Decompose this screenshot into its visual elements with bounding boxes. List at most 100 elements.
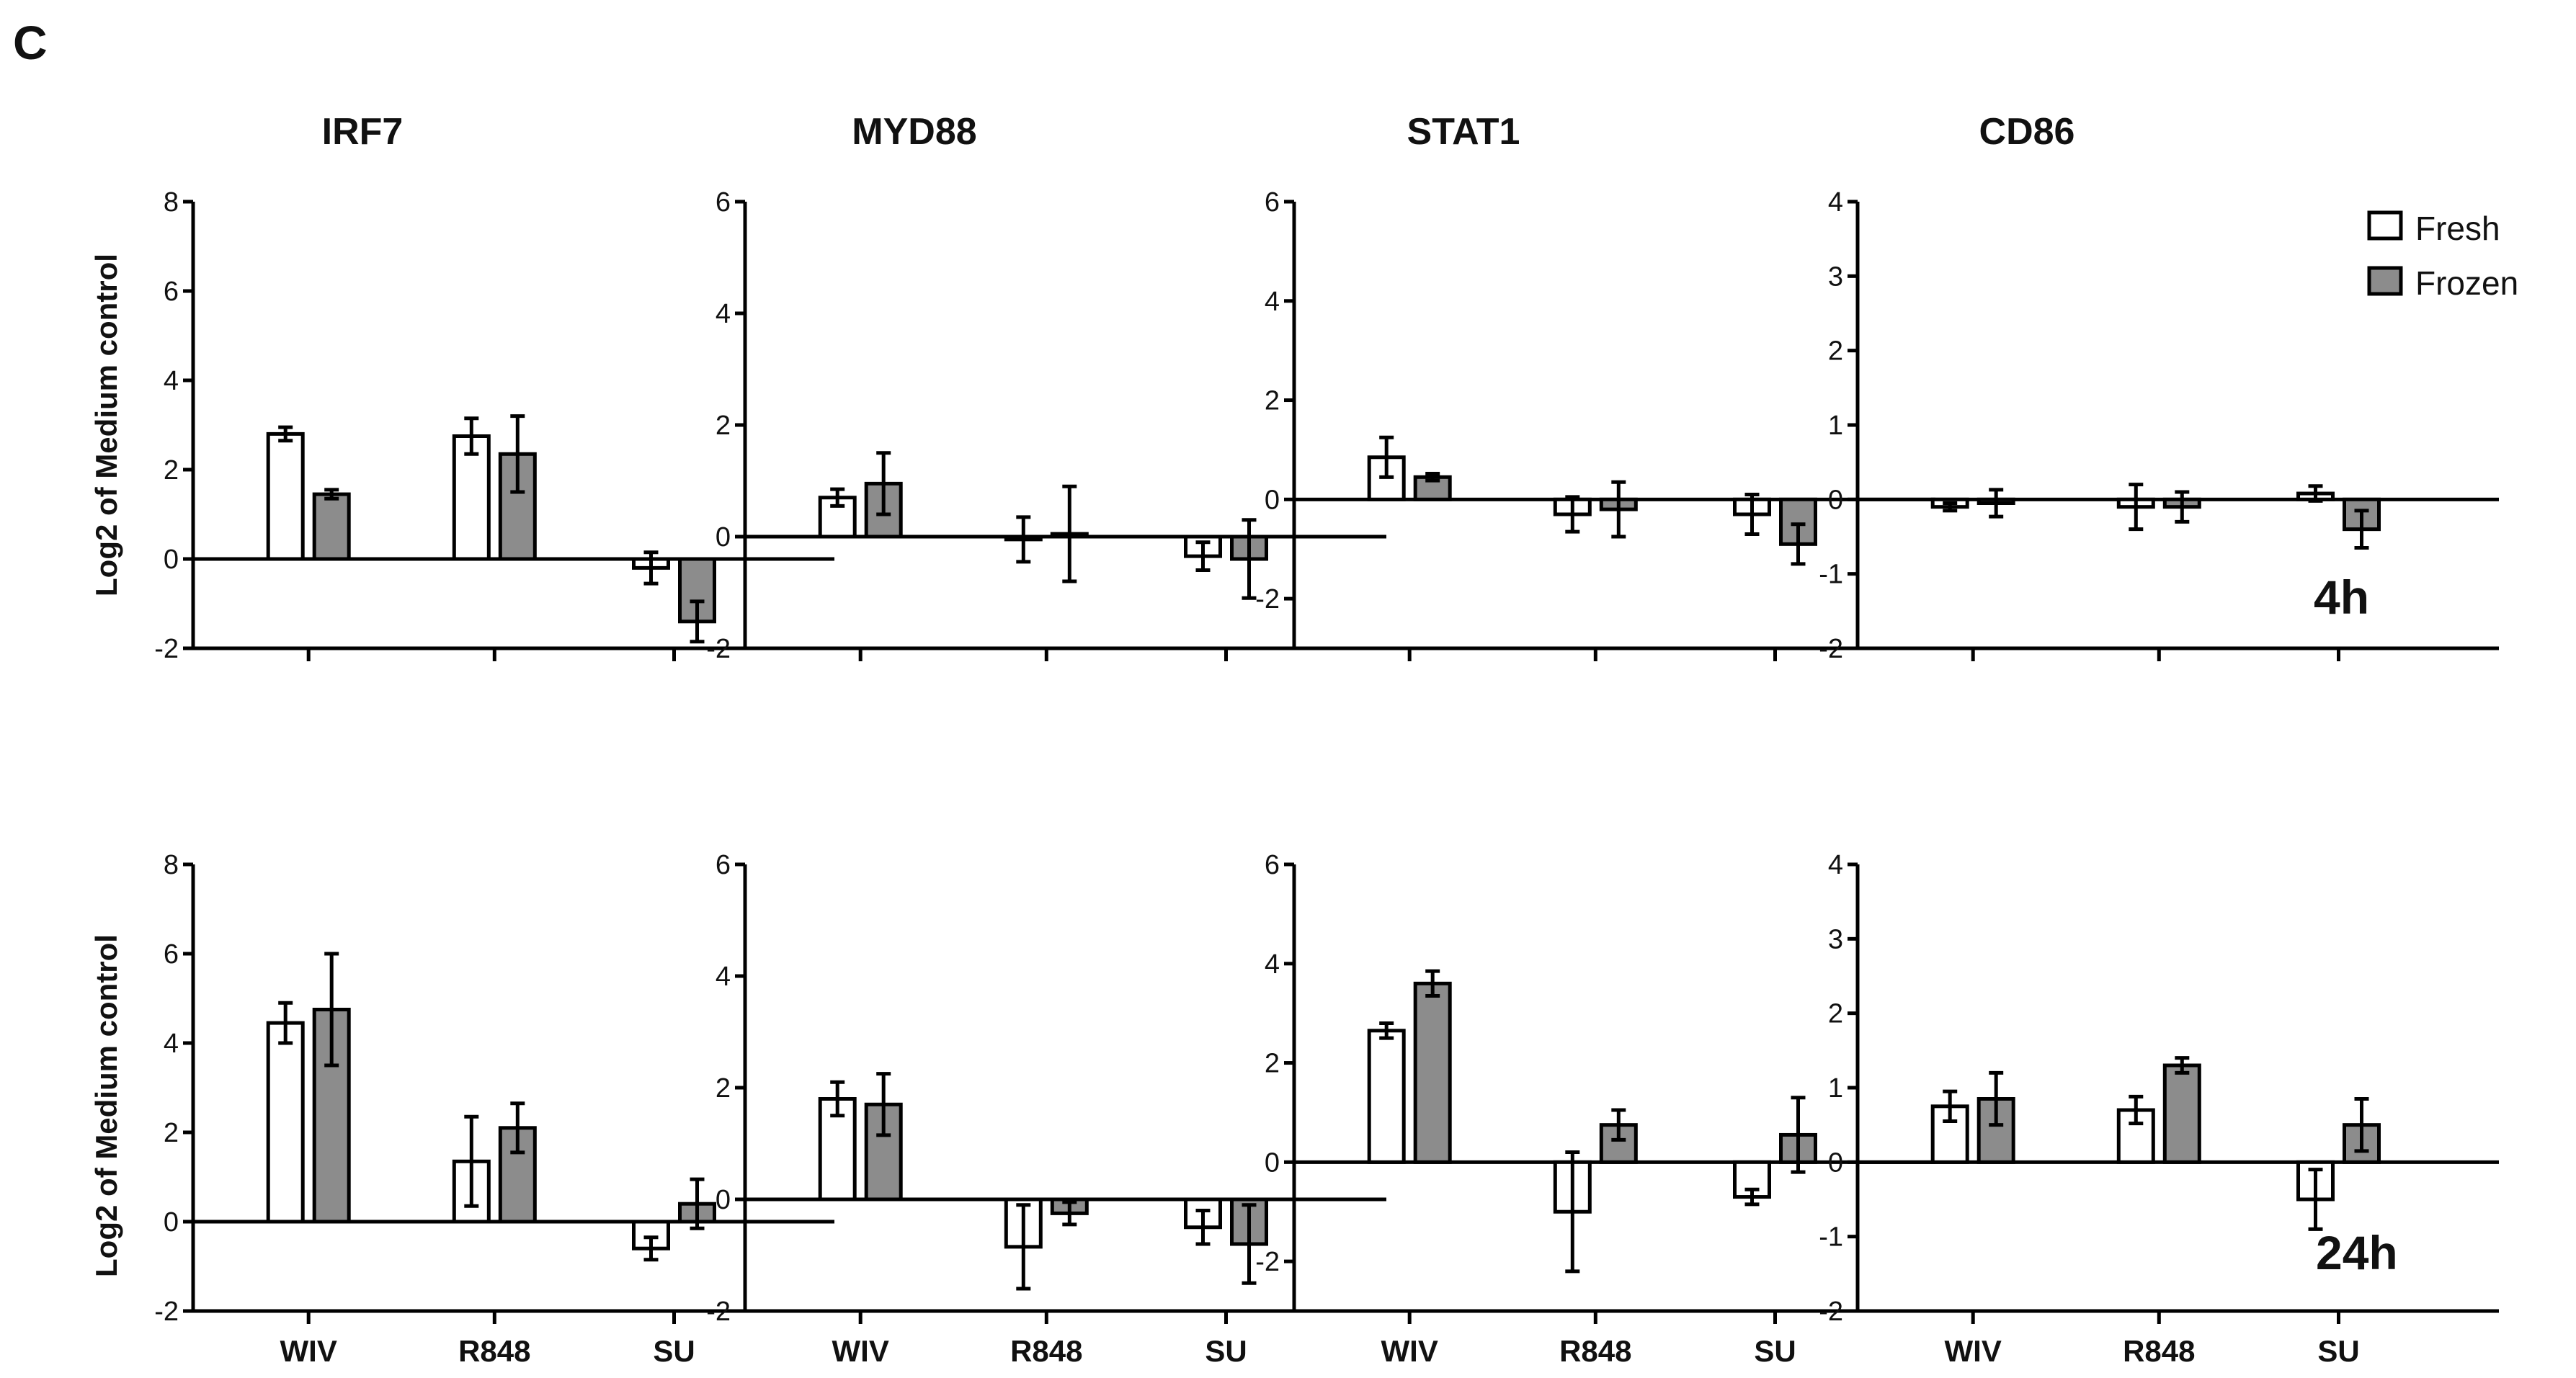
error-bar-fresh-wiv bbox=[278, 425, 293, 443]
y-tick-label: -2 bbox=[1819, 634, 1843, 664]
chart-irf7-4h: IRF7 -2 0 2 4 6 8 bbox=[154, 111, 834, 664]
chart-stat1-24h: -2 0 2 4 6 WIV R848 SU bbox=[1255, 850, 1935, 1368]
error-bar-fresh-wiv bbox=[830, 487, 845, 508]
y-axis-label-top: Log2 of Medium control bbox=[89, 254, 123, 596]
chart-title: MYD88 bbox=[852, 111, 976, 153]
error-bar-frozen-wiv bbox=[1425, 472, 1440, 483]
error-bar-fresh-wiv bbox=[1943, 1089, 1958, 1123]
y-tick-label: 6 bbox=[716, 187, 731, 218]
error-bar-frozen-r848 bbox=[2175, 490, 2190, 524]
y-tick-label: 2 bbox=[1265, 386, 1280, 416]
error-bar-frozen-wiv bbox=[876, 451, 891, 516]
error-bar-frozen-wiv bbox=[1989, 1070, 2004, 1127]
y-tick-label: -2 bbox=[706, 1297, 731, 1327]
chart-irf7-24h: -2 0 2 4 6 8 WIV R848 SU bbox=[154, 850, 834, 1368]
y-tick-label: 4 bbox=[164, 1029, 179, 1059]
legend-frozen-label: Frozen bbox=[2415, 264, 2518, 302]
x-tick-label-wiv: WIV bbox=[1381, 1334, 1438, 1368]
y-tick-label: 0 bbox=[164, 1207, 179, 1238]
y-tick-label: 1 bbox=[1828, 411, 1843, 441]
y-tick-label: 0 bbox=[716, 522, 731, 552]
y-tick-label: 2 bbox=[164, 1118, 179, 1148]
bar-fresh-wiv bbox=[266, 1021, 305, 1224]
y-tick-label: 4 bbox=[1828, 850, 1843, 880]
y-tick-label: 0 bbox=[716, 1185, 731, 1215]
y-tick-label: 0 bbox=[1265, 1147, 1280, 1178]
error-bar-frozen-su bbox=[1791, 1096, 1806, 1174]
error-bar-frozen-wiv bbox=[1989, 488, 2004, 519]
y-tick-label: 3 bbox=[1828, 924, 1843, 954]
y-tick-label: 4 bbox=[1265, 949, 1280, 980]
error-bar-frozen-wiv bbox=[324, 488, 339, 501]
error-bar-fresh-r848 bbox=[464, 416, 479, 456]
x-tick-label-r848: R848 bbox=[2123, 1334, 2195, 1368]
y-axis-label-bottom: Log2 of Medium control bbox=[89, 934, 123, 1277]
error-bar-fresh-r848 bbox=[1016, 515, 1031, 564]
chart-myd88-4h: MYD88 -2 0 2 4 6 bbox=[706, 111, 1386, 664]
bar-frozen-r848 bbox=[2162, 1063, 2201, 1164]
legend-fresh-swatch bbox=[2367, 210, 2403, 241]
y-tick-label: 2 bbox=[164, 455, 179, 486]
bar-fresh-wiv bbox=[266, 431, 305, 561]
error-bar-fresh-r848 bbox=[1565, 495, 1580, 534]
x-tick-label-su: SU bbox=[1754, 1334, 1796, 1368]
chart-myd88-24h: -2 0 2 4 6 WIV R848 SU bbox=[706, 850, 1386, 1368]
row-label-4h: 4h bbox=[2314, 571, 2369, 624]
error-bar-fresh-su bbox=[1744, 492, 1760, 537]
bar-fresh-wiv bbox=[1367, 1029, 1406, 1164]
error-bar-frozen-r848 bbox=[1611, 480, 1626, 539]
error-bar-frozen-r848 bbox=[1062, 484, 1077, 583]
y-tick-label: 2 bbox=[1265, 1049, 1280, 1079]
error-bar-fresh-su bbox=[643, 1235, 659, 1262]
y-tick-label: 6 bbox=[164, 277, 179, 307]
chart-stat1-4h: STAT1 -2 0 2 4 6 bbox=[1255, 111, 1935, 661]
y-tick-label: 8 bbox=[164, 850, 179, 880]
y-tick-label: -1 bbox=[1819, 1222, 1843, 1253]
error-bar-frozen-wiv bbox=[1425, 969, 1440, 998]
x-tick-label-wiv: WIV bbox=[832, 1334, 889, 1368]
error-bar-fresh-wiv bbox=[1943, 501, 1958, 513]
y-tick-label: 8 bbox=[164, 187, 179, 218]
y-tick-label: 4 bbox=[716, 299, 731, 329]
y-tick-label: 3 bbox=[1828, 261, 1843, 292]
error-bar-fresh-su bbox=[2308, 1168, 2323, 1231]
x-tick-label-su: SU bbox=[2317, 1334, 2359, 1368]
error-bar-fresh-su bbox=[1744, 1187, 1760, 1207]
y-tick-label: -2 bbox=[154, 634, 179, 664]
error-bar-frozen-r848 bbox=[1062, 1200, 1077, 1227]
chart-title: CD86 bbox=[1979, 111, 2075, 153]
error-bar-frozen-su bbox=[690, 599, 705, 644]
error-bar-fresh-r848 bbox=[464, 1114, 479, 1208]
x-tick-label-wiv: WIV bbox=[1945, 1334, 2002, 1368]
chart-cd86-4h: CD86 -2 -1 0 1 2 3 4 bbox=[1819, 111, 2499, 664]
error-bar-fresh-wiv bbox=[1379, 435, 1394, 479]
legend: Fresh Frozen bbox=[2367, 210, 2518, 302]
error-bar-frozen-su bbox=[1242, 518, 1257, 600]
error-bar-frozen-r848 bbox=[510, 414, 525, 494]
x-tick-label-r848: R848 bbox=[1559, 1334, 1631, 1368]
error-bar-frozen-r848 bbox=[2175, 1056, 2190, 1075]
error-bar-fresh-su bbox=[1195, 1209, 1211, 1246]
error-bar-fresh-r848 bbox=[2129, 483, 2144, 532]
error-bar-frozen-su bbox=[1242, 1203, 1257, 1285]
error-bar-fresh-wiv bbox=[830, 1080, 845, 1118]
y-tick-label: -2 bbox=[1819, 1297, 1843, 1327]
figure-letter: C bbox=[13, 16, 48, 69]
error-bar-frozen-r848 bbox=[1611, 1108, 1626, 1142]
x-tick-label-r848: R848 bbox=[458, 1334, 530, 1368]
y-tick-label: 4 bbox=[1828, 187, 1843, 218]
error-bar-fresh-r848 bbox=[2129, 1094, 2144, 1126]
y-tick-label: 4 bbox=[1265, 287, 1280, 317]
legend-frozen-swatch bbox=[2367, 266, 2403, 296]
chart-title: STAT1 bbox=[1407, 111, 1520, 153]
error-bar-frozen-wiv bbox=[876, 1072, 891, 1137]
y-tick-label: -2 bbox=[154, 1297, 179, 1327]
x-tick-label-su: SU bbox=[1205, 1334, 1247, 1368]
error-bar-frozen-r848 bbox=[510, 1101, 525, 1155]
y-tick-label: 2 bbox=[716, 411, 731, 441]
y-tick-label: 0 bbox=[1828, 485, 1843, 515]
y-tick-label: -1 bbox=[1819, 560, 1843, 590]
error-bar-fresh-wiv bbox=[278, 1001, 293, 1045]
y-tick-label: 6 bbox=[164, 939, 179, 970]
error-bar-frozen-su bbox=[2354, 509, 2369, 550]
